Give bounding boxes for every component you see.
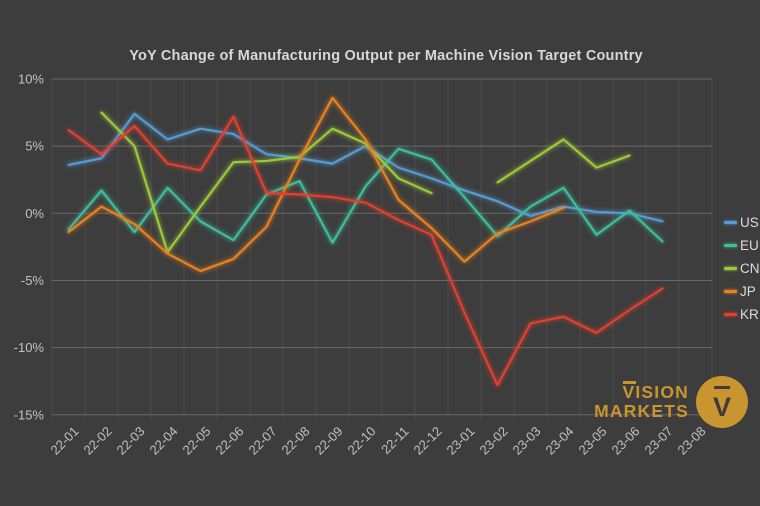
x-tick-label: 22-09 xyxy=(312,424,346,458)
series-line-JP xyxy=(67,96,565,273)
logo-monogram-icon: V xyxy=(696,376,748,428)
series-line-KR xyxy=(67,115,664,387)
legend-line-swatch xyxy=(724,221,737,224)
legend-line-swatch xyxy=(724,313,737,316)
x-axis-tick-labels: 22-0122-0222-0322-0422-0522-0622-0722-08… xyxy=(48,424,709,458)
x-tick-label: 23-03 xyxy=(510,424,544,458)
y-tick-label: 0% xyxy=(25,206,44,221)
y-tick-label: -15% xyxy=(14,407,45,422)
vision-markets-logo: VISION MARKETS V xyxy=(594,376,748,428)
legend-label: JP xyxy=(740,284,756,299)
logo-word-markets: MARKETS xyxy=(594,401,689,421)
legend-item-US[interactable]: US xyxy=(724,211,760,234)
x-tick-label: 23-02 xyxy=(477,424,511,458)
logo-macron-bar xyxy=(623,381,637,384)
x-tick-label: 22-12 xyxy=(411,424,445,458)
legend-item-EU[interactable]: EU xyxy=(724,234,760,257)
chart-legend: US EU CN JP KR xyxy=(724,211,760,326)
x-tick-label: 22-08 xyxy=(279,424,313,458)
y-tick-label: 5% xyxy=(25,139,44,154)
legend-line-swatch xyxy=(724,290,737,293)
x-tick-label: 23-01 xyxy=(444,424,478,458)
y-tick-label: -10% xyxy=(14,340,45,355)
x-tick-label: 23-08 xyxy=(675,424,709,458)
legend-label: EU xyxy=(740,238,759,253)
x-tick-label: 22-10 xyxy=(345,424,379,458)
grid-horizontal-lines xyxy=(52,78,712,416)
series-line-US xyxy=(67,112,664,223)
series-line-EU xyxy=(67,147,664,244)
legend-label: KR xyxy=(740,307,759,322)
x-tick-label: 23-06 xyxy=(609,424,643,458)
legend-item-KR[interactable]: KR xyxy=(724,303,760,326)
x-tick-label: 22-02 xyxy=(81,424,115,458)
x-tick-label: 22-07 xyxy=(246,424,280,458)
x-tick-label: 22-05 xyxy=(180,424,214,458)
x-tick-label: 22-11 xyxy=(378,424,411,457)
y-tick-label: 10% xyxy=(18,72,44,87)
legend-line-swatch xyxy=(724,267,737,270)
logo-monogram-macron xyxy=(714,386,730,389)
legend-line-swatch xyxy=(724,244,737,247)
logo-wordmark: VISION MARKETS xyxy=(594,381,689,421)
x-tick-label: 22-01 xyxy=(48,424,82,458)
legend-label: CN xyxy=(740,261,760,276)
legend-item-CN[interactable]: CN xyxy=(724,257,760,280)
series-line-CN xyxy=(100,111,631,254)
x-tick-label: 22-04 xyxy=(147,424,181,458)
legend-label: US xyxy=(740,215,759,230)
x-tick-label: 23-04 xyxy=(543,424,577,458)
x-tick-label: 23-07 xyxy=(642,424,676,458)
y-axis-tick-labels: 10% 5% 0% -5% -10% -15% xyxy=(14,72,45,423)
grid-vertical-lines xyxy=(51,79,713,420)
x-tick-label: 22-03 xyxy=(114,424,148,458)
chart-title: YoY Change of Manufacturing Output per M… xyxy=(129,48,643,64)
legend-item-JP[interactable]: JP xyxy=(724,280,760,303)
logo-word-vision: VISION xyxy=(622,381,689,402)
y-tick-label: -5% xyxy=(21,273,45,288)
x-tick-label: 22-06 xyxy=(213,424,247,458)
x-tick-label: 23-05 xyxy=(576,424,610,458)
